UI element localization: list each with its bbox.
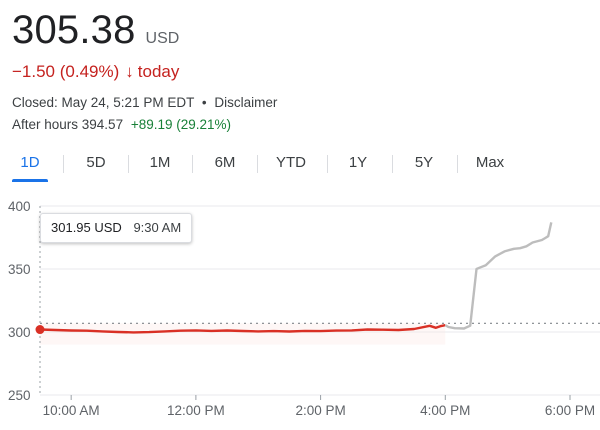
- series-line: [39, 324, 446, 334]
- tab-divider: [128, 155, 129, 173]
- daily-change: −1.50 (0.49%) ↓ today: [12, 62, 179, 82]
- active-tab-indicator: [12, 179, 48, 182]
- tab-max[interactable]: Max: [475, 154, 505, 171]
- price-header: 305.38 USD: [12, 8, 179, 53]
- tab-divider: [327, 155, 328, 173]
- tab-divider: [457, 155, 458, 173]
- tab-1m[interactable]: 1M: [149, 154, 171, 171]
- tab-divider: [192, 155, 193, 173]
- current-price: 305.38: [12, 8, 136, 52]
- disclaimer-link[interactable]: Disclaimer: [214, 95, 278, 110]
- tab-6m[interactable]: 6M: [214, 154, 236, 171]
- tab-1d[interactable]: 1D: [20, 154, 40, 171]
- change-value: −1.50 (0.49%): [12, 62, 120, 81]
- tab-5y[interactable]: 5Y: [414, 154, 434, 171]
- tooltip-value: 301.95 USD: [51, 220, 122, 235]
- arrow-down-icon: ↓: [125, 62, 134, 81]
- tab-5d[interactable]: 5D: [86, 154, 106, 171]
- closed-text: Closed: May 24, 5:21 PM EDT: [12, 95, 195, 110]
- tooltip-time: 9:30 AM: [133, 220, 182, 235]
- after-hours-price: After hours 394.57: [12, 117, 124, 132]
- after-hours-change: +89.19 (29.21%): [130, 117, 232, 132]
- hover-point: [35, 325, 45, 335]
- tab-ytd[interactable]: YTD: [276, 154, 306, 171]
- x-tick-label: 10:00 AM: [43, 403, 100, 418]
- after-hours-info: After hours 394.57 +89.19 (29.21%): [12, 117, 231, 132]
- y-tick-label: 350: [8, 262, 31, 277]
- y-tick-label: 400: [8, 199, 31, 214]
- tab-divider: [257, 155, 258, 173]
- x-tick-label: 6:00 PM: [545, 403, 595, 418]
- y-tick-label: 300: [8, 325, 31, 340]
- range-tabs: 1D 5D 1M 6M YTD 1Y 5Y Max: [0, 148, 600, 184]
- y-tick-label: 250: [8, 388, 31, 403]
- tab-divider: [392, 155, 393, 173]
- separator-dot: •: [201, 95, 207, 110]
- closed-info: Closed: May 24, 5:21 PM EDT • Disclaimer: [12, 95, 277, 110]
- area-fill: [40, 323, 446, 345]
- series-line: [444, 222, 553, 330]
- x-tick-label: 4:00 PM: [420, 403, 470, 418]
- x-tick-label: 12:00 PM: [167, 403, 225, 418]
- currency-label: USD: [145, 30, 180, 47]
- tab-1y[interactable]: 1Y: [348, 154, 368, 171]
- x-tick-label: 2:00 PM: [295, 403, 345, 418]
- tab-divider: [63, 155, 64, 173]
- price-tooltip: 301.95 USD 9:30 AM: [40, 213, 193, 243]
- change-suffix: today: [137, 62, 180, 81]
